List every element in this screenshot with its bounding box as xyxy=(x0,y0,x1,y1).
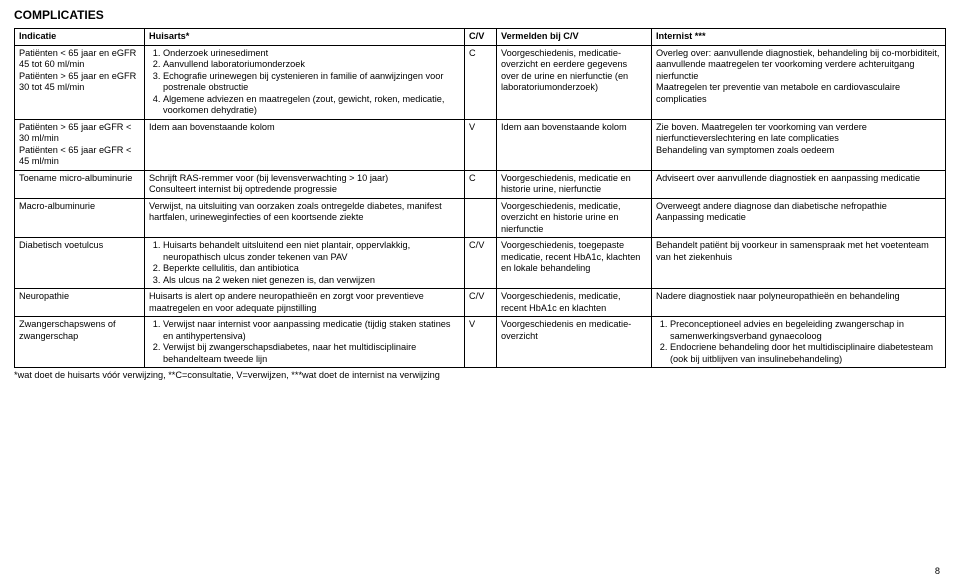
table-cell: Huisarts is alert op andere neuropathieë… xyxy=(145,289,465,317)
table-cell: Huisarts behandelt uitsluitend een niet … xyxy=(145,238,465,289)
table-cell: Neuropathie xyxy=(15,289,145,317)
table-row: Macro-albuminurieVerwijst, na uitsluitin… xyxy=(15,198,946,238)
table-cell: Voorgeschiedenis, medicatie-overzicht en… xyxy=(497,45,652,119)
table-cell: Macro-albuminurie xyxy=(15,198,145,238)
table-cell: Voorgeschiedenis en medicatie-overzicht xyxy=(497,317,652,368)
table-cell: Behandelt patiënt bij voorkeur in samens… xyxy=(652,238,946,289)
table-cell: C xyxy=(465,45,497,119)
col-indicatie: Indicatie xyxy=(15,29,145,46)
table-cell: C/V xyxy=(465,238,497,289)
table-row: Zwangerschapswens of zwangerschapVerwijs… xyxy=(15,317,946,368)
complicaties-table: Indicatie Huisarts* C/V Vermelden bij C/… xyxy=(14,28,946,368)
table-cell: Preconceptioneel advies en begeleiding z… xyxy=(652,317,946,368)
table-cell: C/V xyxy=(465,289,497,317)
table-cell: Verwijst, na uitsluiting van oorzaken zo… xyxy=(145,198,465,238)
col-huisarts: Huisarts* xyxy=(145,29,465,46)
table-cell: Patiënten > 65 jaar eGFR < 30 ml/minPati… xyxy=(15,119,145,170)
table-cell: Verwijst naar internist voor aanpassing … xyxy=(145,317,465,368)
table-cell: Zwangerschapswens of zwangerschap xyxy=(15,317,145,368)
table-cell: Idem aan bovenstaande kolom xyxy=(497,119,652,170)
table-row: NeuropathieHuisarts is alert op andere n… xyxy=(15,289,946,317)
table-cell xyxy=(465,198,497,238)
col-internist: Internist *** xyxy=(652,29,946,46)
table-cell: Patiënten < 65 jaar en eGFR 45 tot 60 ml… xyxy=(15,45,145,119)
table-cell: Overweegt andere diagnose dan diabetisch… xyxy=(652,198,946,238)
table-cell: Adviseert over aanvullende diagnostiek e… xyxy=(652,170,946,198)
table-row: Patiënten < 65 jaar en eGFR 45 tot 60 ml… xyxy=(15,45,946,119)
table-cell: V xyxy=(465,317,497,368)
table-cell: Voorgeschiedenis, medicatie, overzicht e… xyxy=(497,198,652,238)
table-cell: C xyxy=(465,170,497,198)
table-cell: Diabetisch voetulcus xyxy=(15,238,145,289)
col-cv: C/V xyxy=(465,29,497,46)
table-header-row: Indicatie Huisarts* C/V Vermelden bij C/… xyxy=(15,29,946,46)
table-cell: Onderzoek urinesedimentAanvullend labora… xyxy=(145,45,465,119)
table-row: Patiënten > 65 jaar eGFR < 30 ml/minPati… xyxy=(15,119,946,170)
table-cell: Overleg over: aanvullende diagnostiek, b… xyxy=(652,45,946,119)
table-row: Diabetisch voetulcusHuisarts behandelt u… xyxy=(15,238,946,289)
table-cell: Idem aan bovenstaande kolom xyxy=(145,119,465,170)
table-cell: Voorgeschiedenis, medicatie, recent HbA1… xyxy=(497,289,652,317)
table-cell: V xyxy=(465,119,497,170)
table-cell: Zie boven. Maatregelen ter voorkoming va… xyxy=(652,119,946,170)
table-cell: Toename micro-albuminurie xyxy=(15,170,145,198)
table-cell: Nadere diagnostiek naar polyneuropathieë… xyxy=(652,289,946,317)
table-cell: Voorgeschiedenis, toegepaste medicatie, … xyxy=(497,238,652,289)
table-cell: Schrijft RAS-remmer voor (bij levensverw… xyxy=(145,170,465,198)
table-row: Toename micro-albuminurieSchrijft RAS-re… xyxy=(15,170,946,198)
page-number: 8 xyxy=(935,566,940,576)
footnote: *wat doet de huisarts vóór verwijzing, *… xyxy=(14,370,946,380)
table-cell: Voorgeschiedenis, medicatie en historie … xyxy=(497,170,652,198)
col-vermelden: Vermelden bij C/V xyxy=(497,29,652,46)
page-title: COMPLICATIES xyxy=(14,8,946,22)
